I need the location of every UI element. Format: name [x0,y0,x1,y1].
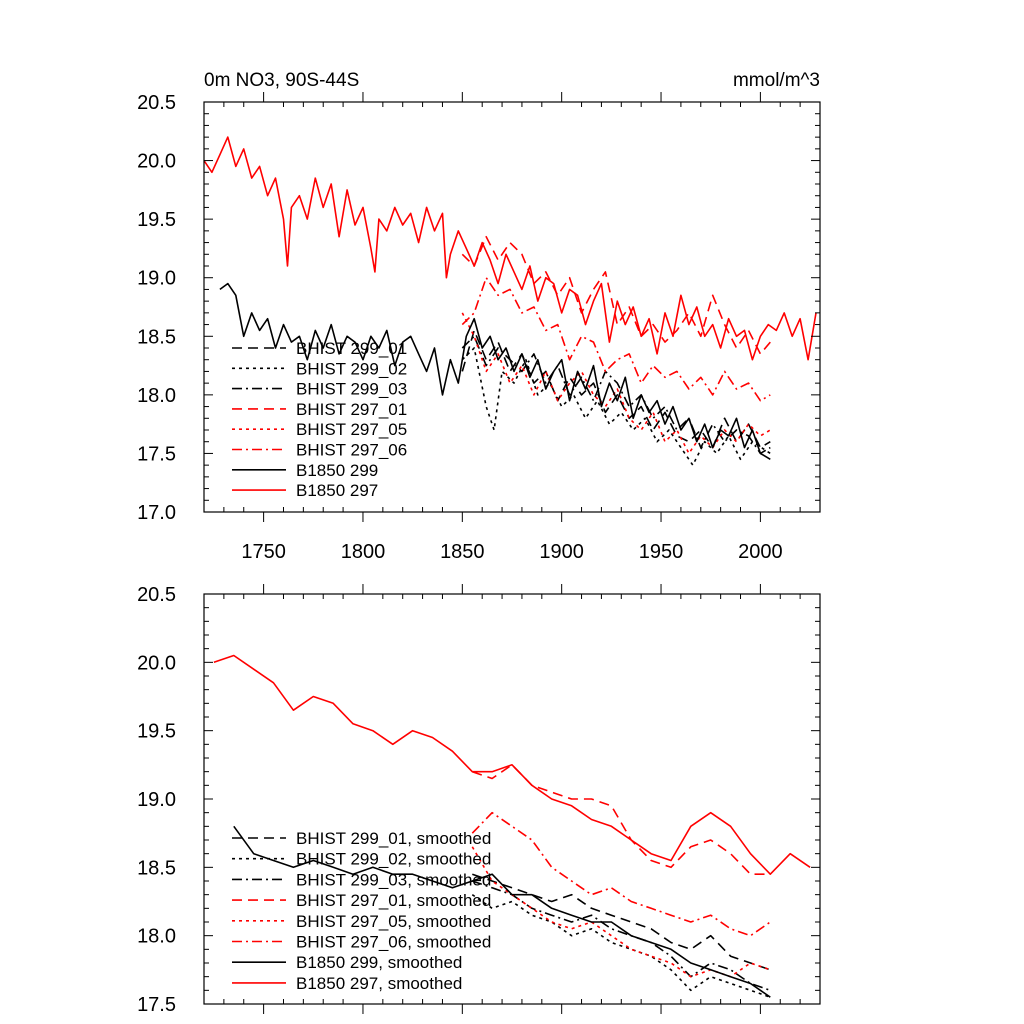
y-tick-label: 19.0 [137,789,176,811]
y-tick-label: 18.0 [137,385,176,407]
series-line-1 [472,873,771,971]
legend-label: BHIST 299_01, smoothed [296,829,491,848]
legend-label: BHIST 299_02, smoothed [296,850,491,869]
legend-label: B1850 297 [296,481,378,500]
y-tick-label: 20.5 [137,92,176,114]
series-line-3 [472,880,771,992]
series-line-4 [472,763,771,876]
bottom-panel-axes: 17.5 18.0 18.5 19.0 19.5 20.0 20.5 [137,584,821,1016]
legend-label: BHIST 297_06, smoothed [296,933,491,952]
legend-label: BHIST 297_01 [296,400,407,419]
legend-label: BHIST 299_01 [296,339,407,358]
top-panel-title: 0m NO3, 90S-44S [204,70,359,91]
legend-label: B1850 299, smoothed [296,953,462,972]
y-tick-label: 18.0 [137,926,176,948]
legend-label: B1850 297, smoothed [296,974,462,993]
y-tick-label: 20.5 [137,584,176,606]
legend-label: BHIST 297_01, smoothed [296,891,491,910]
series-line-7 [219,282,771,460]
series-line-6 [461,276,771,402]
x-tick-label: 1800 [341,541,386,563]
x-tick-label: 1950 [639,541,684,563]
x-tick-label: 1900 [539,541,584,563]
series-line-2 [461,347,771,466]
series-line-6 [471,811,771,937]
top-panel-series [204,136,817,466]
legend-label: BHIST 297_05 [296,420,407,439]
bottom-panel: 17.5 18.0 18.5 19.0 19.5 20.0 20.5 BHIST 299_0… [137,584,821,1016]
series-line-4 [461,235,771,355]
top-panel-units: mmol/m^3 [733,70,820,91]
plot-frame [203,101,821,513]
y-tick-label: 18.5 [137,326,176,348]
top-panel-axes: 17.0 17.5 18.0 18.5 19.0 19.5 20.0 20.5 1750 1800… [137,92,821,563]
x-tick-label: 1850 [440,541,485,563]
legend-label: B1850 299 [296,461,378,480]
x-tick-label: 1750 [241,541,286,563]
series-line-8 [204,136,817,361]
bottom-panel-legend: BHIST 299_01, smoothed BHIST 299_02, smoo… [232,829,491,993]
y-tick-label: 17.5 [137,443,176,465]
bottom-panel-series [213,654,811,998]
legend-label: BHIST 297_05, smoothed [296,912,491,931]
legend-label: BHIST 299_02 [296,359,407,378]
legend-label: BHIST 299_03 [296,380,407,399]
legend-label: BHIST 299_03, smoothed [296,870,491,889]
legend-label: BHIST 297_06 [296,441,407,460]
y-tick-label: 18.5 [137,857,176,879]
y-tick-label: 17.5 [137,994,176,1016]
series-line-5 [461,312,771,455]
series-line-1 [461,329,771,449]
y-tick-label: 20.0 [137,151,176,173]
y-tick-label: 19.0 [137,268,176,290]
y-tick-label: 19.5 [137,721,176,743]
y-tick-label: 17.0 [137,502,176,524]
series-line-7 [233,825,771,998]
x-tick-label: 2000 [738,541,783,563]
top-panel: 0m NO3, 90S-44S mmol/m^3 17.0 17.5 18.0 18.… [137,70,821,563]
series-line-2 [471,894,771,998]
y-tick-label: 20.0 [137,652,176,674]
y-tick-label: 19.5 [137,209,176,231]
series-line-8 [213,654,811,876]
series-line-5 [471,846,771,978]
